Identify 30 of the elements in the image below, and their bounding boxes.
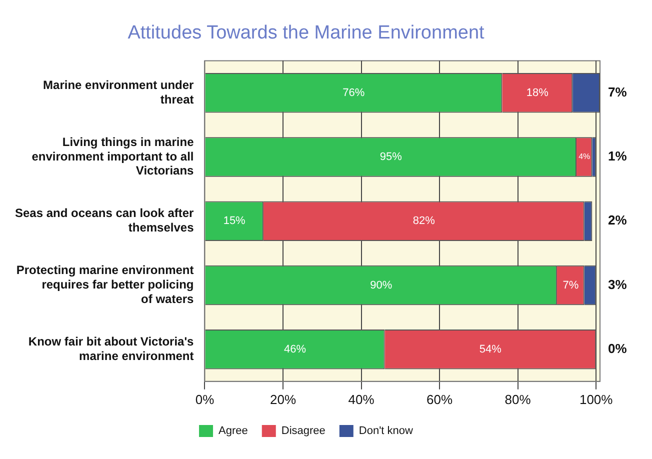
data-label: 0%: [608, 340, 628, 356]
y-tick-label: Protecting marine environment requires far better policing of waters: [16, 263, 194, 306]
y-tick-label: Know fair bit about Victoria's marine environment: [28, 334, 194, 363]
x-tick-label: 60%: [426, 392, 453, 407]
data-label: 82%: [412, 215, 436, 228]
legend-label: Don't know: [358, 425, 414, 438]
data-label: 3%: [608, 276, 628, 292]
data-label: 90%: [370, 279, 392, 292]
y-tick-label: Seas and oceans can look after themselves: [14, 206, 194, 235]
x-tick-label: 40%: [348, 392, 375, 407]
data-label: 95%: [380, 151, 402, 164]
x-tick-label: 0%: [195, 392, 215, 407]
data-label: 1%: [608, 148, 628, 164]
data-label: 7%: [562, 279, 579, 292]
x-tick-label: 80%: [504, 392, 532, 407]
data-label: 2%: [608, 212, 628, 228]
x-tick-label: 100%: [579, 392, 614, 407]
data-label: 76%: [342, 86, 365, 99]
y-tick-label: Living things in marine environment important to all Victorians: [32, 134, 194, 178]
chart-title: Attitudes Towards the Marine Environment: [128, 22, 486, 44]
x-tick-label: 20%: [270, 392, 296, 407]
legend-label: Disagree: [281, 425, 326, 438]
legend-label: Agree: [218, 425, 248, 438]
data-label: 4%: [578, 152, 590, 162]
data-label: 18%: [526, 86, 549, 99]
data-label: 7%: [608, 84, 628, 100]
data-label: 54%: [479, 343, 502, 356]
y-tick-label: Marine environment under threat: [43, 78, 194, 106]
data-label: 15%: [223, 215, 246, 228]
data-label: 46%: [284, 343, 306, 356]
